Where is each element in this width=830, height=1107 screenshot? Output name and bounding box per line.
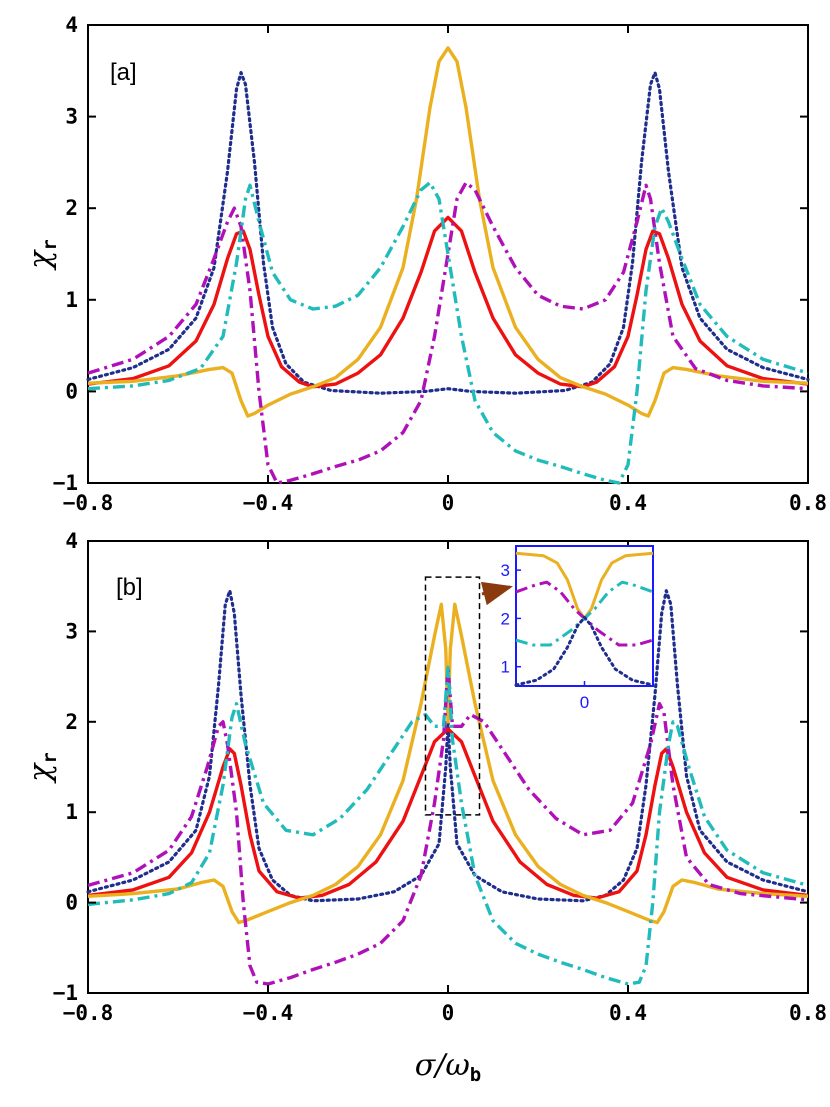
panel-b-frame bbox=[87, 540, 809, 994]
panel-b-ylabel: χr bbox=[23, 752, 61, 784]
panel-a-xtick-label: 0.8 bbox=[789, 491, 827, 515]
panel-a-label: [a] bbox=[110, 59, 137, 86]
inset-xtick-label: 0 bbox=[580, 693, 589, 712]
panel-b-xtick-label: 0.4 bbox=[609, 1001, 647, 1025]
inset-series-1 bbox=[515, 580, 654, 647]
panel-b-ytick-label: 3 bbox=[65, 619, 78, 643]
panel-b-series-2 bbox=[87, 602, 809, 925]
panel-b-ytick-label: 0 bbox=[65, 891, 78, 915]
panel-b-curves bbox=[86, 589, 810, 986]
inset-ticks: 1 2 3 0 bbox=[501, 561, 590, 712]
panel-b-series-3 bbox=[87, 665, 809, 986]
inset-ytick-label: 3 bbox=[501, 561, 510, 580]
panel-a-frame bbox=[87, 24, 809, 484]
panel-b-label: [b] bbox=[116, 574, 143, 601]
panel-a-ytick-label: 1 bbox=[65, 288, 78, 312]
panel-b: −0.8 −0.4 0 0.4 0.8 −1 0 1 2 3 4 [b] χr σ/ωb 1 2 3 0 bbox=[23, 529, 827, 1086]
panel-b-series-4 bbox=[87, 665, 809, 986]
panel-a-ylabel: χr bbox=[23, 239, 61, 271]
panel-a-xtick-label: 0.4 bbox=[609, 491, 647, 515]
inset-series-3 bbox=[514, 615, 655, 687]
panel-b-ytick-label: 1 bbox=[65, 800, 78, 824]
panel-a-series-3 bbox=[87, 180, 809, 485]
zoom-arrow bbox=[480, 581, 513, 606]
panel-b-ytick-label: 2 bbox=[65, 710, 78, 734]
panel-b-xtick-label: −0.8 bbox=[63, 1001, 114, 1025]
panel-a-ytick-label: −1 bbox=[53, 471, 78, 495]
panel-a-xtick-label: −0.4 bbox=[243, 491, 294, 515]
panel-b-ytick-label: 4 bbox=[65, 529, 78, 553]
panel-a-ytick-label: 4 bbox=[65, 13, 78, 37]
inset: 1 2 3 0 bbox=[501, 545, 655, 712]
panel-a-ytick-label: 3 bbox=[65, 105, 78, 129]
inset-series-2 bbox=[515, 580, 654, 647]
panel-b-series-1 bbox=[87, 727, 809, 900]
panel-b-series-0 bbox=[86, 589, 810, 903]
panel-b-xtick-label: 0.8 bbox=[789, 1001, 827, 1025]
panel-a-series-4 bbox=[87, 180, 809, 485]
inset-curves bbox=[514, 551, 655, 687]
zoom-box bbox=[424, 576, 481, 816]
panel-a-curves bbox=[86, 46, 810, 485]
panel-b-xtick-label: −0.4 bbox=[243, 1001, 294, 1025]
panel-a: −0.8 −0.4 0 0.4 0.8 −1 0 1 2 3 4 [a] χr bbox=[23, 13, 827, 515]
inset-ytick-label: 2 bbox=[501, 609, 510, 628]
panel-a-xtick-label: 0 bbox=[442, 491, 455, 515]
panel-b-xtick-label: 0 bbox=[442, 1001, 455, 1025]
inset-ytick-label: 1 bbox=[501, 658, 510, 677]
panel-a-ytick-label: 2 bbox=[65, 196, 78, 220]
panel-a-series-0 bbox=[86, 71, 810, 395]
panel-a-ticks: −0.8 −0.4 0 0.4 0.8 −1 0 1 2 3 4 bbox=[53, 13, 827, 515]
panel-b-ytick-label: −1 bbox=[53, 981, 78, 1005]
panel-b-ticks: −0.8 −0.4 0 0.4 0.8 −1 0 1 2 3 4 bbox=[53, 529, 827, 1025]
panel-a-xtick-label: −0.8 bbox=[63, 491, 114, 515]
panel-a-series-2 bbox=[87, 46, 809, 418]
panel-a-ytick-label: 0 bbox=[65, 379, 78, 403]
panel-b-xlabel: σ/ωb bbox=[415, 1048, 482, 1086]
